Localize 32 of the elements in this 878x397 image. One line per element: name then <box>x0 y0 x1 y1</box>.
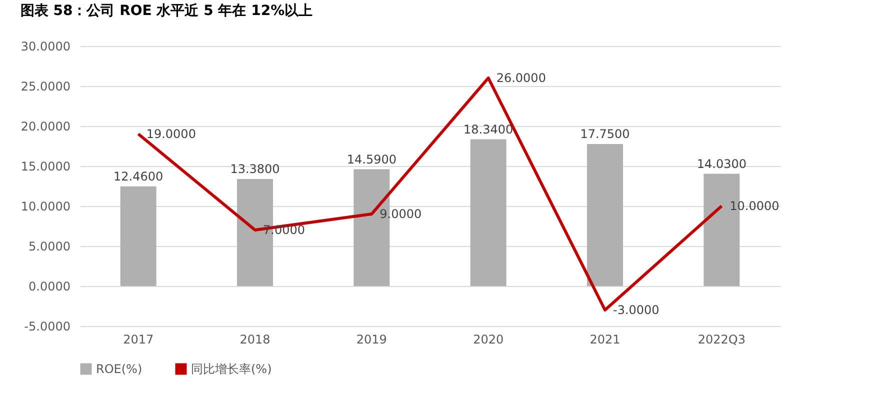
y-tick-label: 5.0000 <box>28 240 70 254</box>
x-tick-label: 2021 <box>590 332 620 346</box>
y-tick-label: 10.0000 <box>20 200 70 214</box>
data-label: 9.0000 <box>380 207 422 221</box>
data-label: 14.0300 <box>696 156 746 171</box>
legend-label: ROE(%) <box>96 362 142 376</box>
data-label: 17.7500 <box>580 127 630 141</box>
data-label: 26.0000 <box>496 71 546 85</box>
y-tick-label: 20.0000 <box>20 120 70 134</box>
data-label: 18.3400 <box>464 122 514 136</box>
y-tick-label: 0.0000 <box>28 280 70 294</box>
y-tick-label: -5.0000 <box>24 320 70 334</box>
data-label: 13.3800 <box>230 162 280 176</box>
x-tick-label: 2017 <box>123 332 154 346</box>
data-label: -3.0000 <box>613 303 660 317</box>
x-tick-label: 2018 <box>240 332 270 346</box>
legend-label: 同比增长率(%) <box>191 362 272 376</box>
y-tick-label: 30.0000 <box>20 40 70 54</box>
data-label: 10.0000 <box>730 199 780 213</box>
data-label: 7.0000 <box>263 223 305 237</box>
data-label: 19.0000 <box>146 127 196 141</box>
y-tick-label: 25.0000 <box>20 80 70 94</box>
x-tick-label: 2022Q3 <box>698 332 746 346</box>
data-label: 14.5900 <box>346 152 396 166</box>
data-label: 12.4600 <box>114 169 164 184</box>
bar <box>470 139 506 286</box>
x-tick-label: 2019 <box>356 332 387 346</box>
bar <box>120 186 156 286</box>
y-tick-label: 15.0000 <box>20 160 70 174</box>
x-tick-label: 2020 <box>473 332 504 346</box>
chart-title: 图表 58：公司 ROE 水平近 5 年在 12%以上 <box>20 2 313 19</box>
bar <box>587 144 623 286</box>
